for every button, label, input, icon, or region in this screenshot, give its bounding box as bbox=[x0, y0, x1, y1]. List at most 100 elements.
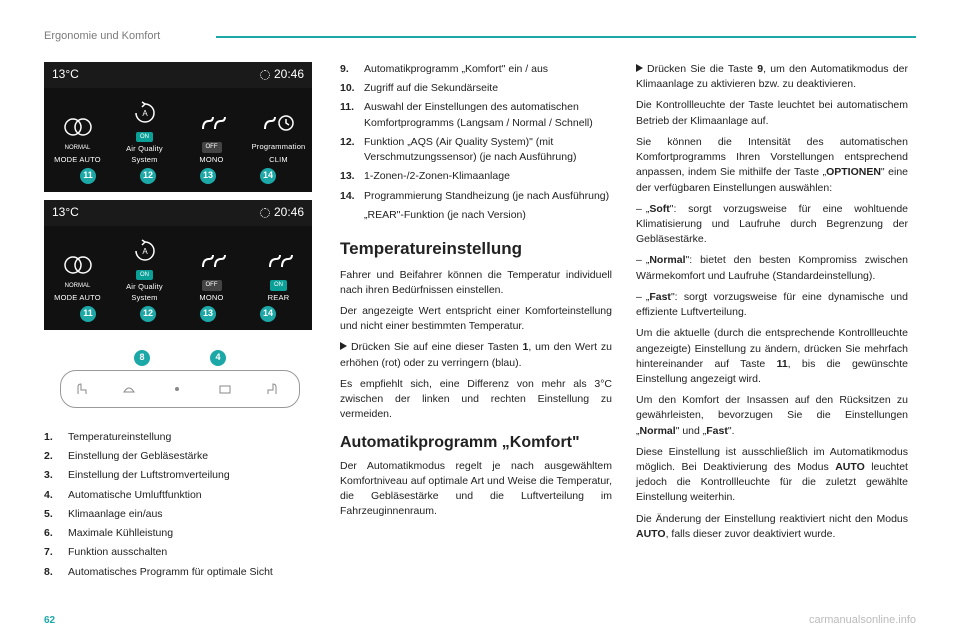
touchscreen-panel-2: 13°C 20:46 NORMAL MODE AUTO A ON Air Qua… bbox=[44, 200, 312, 330]
column-1: 13°C 20:46 NORMAL MODE AUTO A ON Air Qua… bbox=[44, 62, 316, 584]
air-quality: A ON Air Quality System bbox=[115, 96, 175, 166]
seat-right-icon bbox=[265, 382, 285, 396]
legend-1: Temperatureinstellung bbox=[68, 430, 171, 445]
header-rule bbox=[216, 36, 916, 38]
mode-auto: NORMAL MODE AUTO bbox=[48, 248, 108, 304]
clock-icon bbox=[263, 111, 295, 135]
legend-12: Funktion „AQS (Air Quality System)" (mit… bbox=[364, 135, 612, 165]
aqs-label: Air Quality System bbox=[115, 282, 175, 304]
gear-icon bbox=[260, 70, 270, 80]
temp-p2: Der angezeigte Wert entspricht einer Kom… bbox=[340, 304, 612, 334]
normal-sub: NORMAL bbox=[48, 144, 108, 153]
clock-readout: 20:46 bbox=[260, 66, 304, 83]
air-quality: A ON Air Quality System bbox=[115, 234, 175, 304]
triangle-icon bbox=[636, 64, 643, 72]
prog-label-1: Programmation bbox=[249, 142, 309, 153]
mode-row: NORMAL MODE AUTO A ON Air Quality System… bbox=[44, 226, 312, 304]
c3-b3: –„Fast": sorgt vorzugsweise für eine dyn… bbox=[636, 290, 908, 320]
column-2: 9.Automatikprogramm „Komfort" ein / aus … bbox=[340, 62, 612, 584]
callout-4: 4 bbox=[210, 350, 226, 366]
mono-label: MONO bbox=[182, 155, 242, 166]
c3-p2: Die Kontrollleuchte der Taste leuchtet b… bbox=[636, 98, 908, 128]
rear-icon bbox=[264, 251, 294, 271]
callout-14: 14 bbox=[260, 168, 276, 184]
section-temp-title: Temperatureinstellung bbox=[340, 237, 612, 262]
mode-auto-label: MODE AUTO bbox=[48, 155, 108, 166]
mono: OFF MONO bbox=[182, 106, 242, 166]
comfort-p1: Der Automatikmodus regelt je nach ausgew… bbox=[340, 459, 612, 520]
triangle-icon bbox=[340, 342, 347, 350]
normal-sub: NORMAL bbox=[48, 282, 108, 291]
control-strip-figure: 8 4 bbox=[44, 350, 316, 416]
manual-page: Ergonomie und Komfort 13°C 20:46 NORMAL … bbox=[0, 0, 960, 640]
mono-label: MONO bbox=[182, 293, 242, 304]
legend-3: Einstellung der Luftstromverteilung bbox=[68, 468, 230, 483]
legend-7: Funktion ausschalten bbox=[68, 545, 167, 560]
c3-p3: Sie können die Intensität des automatisc… bbox=[636, 135, 908, 196]
callout-row-1: 11 12 13 14 bbox=[44, 166, 312, 186]
on-badge: ON bbox=[136, 270, 153, 281]
legend-list-2: 9.Automatikprogramm „Komfort" ein / aus … bbox=[340, 62, 612, 223]
panel-status-bar: 13°C 20:46 bbox=[44, 62, 312, 88]
callout-13: 13 bbox=[200, 306, 216, 322]
seat-icon bbox=[75, 382, 95, 396]
normal-icon bbox=[63, 114, 93, 140]
clock-readout: 20:46 bbox=[260, 204, 304, 221]
prog-label-2: CLIM bbox=[249, 155, 309, 166]
control-strip bbox=[60, 370, 300, 408]
c3-p4: Um die aktuelle (durch die entsprechende… bbox=[636, 326, 908, 387]
watermark: carmanualsonline.info bbox=[809, 614, 916, 626]
rear-defrost-icon bbox=[218, 382, 238, 396]
mode-auto-label: MODE AUTO bbox=[48, 293, 108, 304]
rear: ON REAR bbox=[249, 244, 309, 304]
legend-2: Einstellung der Gebläsestärke bbox=[68, 449, 208, 464]
sensor-icon bbox=[170, 382, 190, 396]
off-badge: OFF bbox=[202, 142, 222, 153]
c3-p5: Um den Komfort der Insassen auf den Rück… bbox=[636, 393, 908, 439]
svg-text:A: A bbox=[142, 247, 148, 256]
mono-icon bbox=[197, 113, 227, 133]
legend-8: Automatisches Programm für optimale Sich… bbox=[68, 565, 273, 580]
defrost-icon bbox=[122, 382, 142, 396]
legend-11: Auswahl der Einstellungen des automatisc… bbox=[364, 100, 612, 130]
legend-14: Programmierung Standheizung (je nach Aus… bbox=[364, 189, 609, 204]
temp-p1: Fahrer und Beifahrer können die Temperat… bbox=[340, 268, 612, 298]
svg-text:A: A bbox=[142, 109, 148, 118]
callout-13: 13 bbox=[200, 168, 216, 184]
panel-status-bar: 13°C 20:46 bbox=[44, 200, 312, 226]
temp-readout: 13°C bbox=[52, 204, 79, 221]
off-badge: OFF bbox=[202, 280, 222, 291]
c3-p1: Drücken Sie die Taste 9, um den Automati… bbox=[636, 62, 908, 92]
temp-p4: Es empfiehlt sich, eine Differenz von me… bbox=[340, 377, 612, 423]
column-3: Drücken Sie die Taste 9, um den Automati… bbox=[636, 62, 908, 584]
rear-label: REAR bbox=[249, 293, 309, 304]
mono-icon bbox=[197, 251, 227, 271]
legend-10: Zugriff auf die Sekundärseite bbox=[364, 81, 498, 96]
callout-14: 14 bbox=[260, 306, 276, 322]
section-comfort-title: Automatikprogramm „Komfort" bbox=[340, 433, 612, 453]
normal-icon bbox=[63, 252, 93, 278]
mode-auto: NORMAL MODE AUTO bbox=[48, 110, 108, 166]
touchscreen-panel-1: 13°C 20:46 NORMAL MODE AUTO A ON Air Qua… bbox=[44, 62, 312, 192]
c3-b1: –„Soft": sorgt vorzugsweise für eine woh… bbox=[636, 202, 908, 248]
recycle-icon: A bbox=[132, 100, 158, 126]
callout-8: 8 bbox=[134, 350, 150, 366]
mono: OFF MONO bbox=[182, 244, 242, 304]
legend-5: Klimaanlage ein/aus bbox=[68, 507, 163, 522]
column-layout: 13°C 20:46 NORMAL MODE AUTO A ON Air Qua… bbox=[44, 62, 916, 584]
programmation: Programmation CLIM bbox=[249, 106, 309, 166]
page-number: 62 bbox=[44, 615, 55, 626]
legend-6: Maximale Kühlleistung bbox=[68, 526, 173, 541]
c3-p6: Diese Einstellung ist ausschließlich im … bbox=[636, 445, 908, 506]
c3-p7: Die Änderung der Einstellung reaktiviert… bbox=[636, 512, 908, 542]
legend-4: Automatische Umluftfunktion bbox=[68, 488, 202, 503]
temp-p3: Drücken Sie auf eine dieser Tasten 1, um… bbox=[340, 340, 612, 370]
legend-13: 1-Zonen-/2-Zonen-Klimaanlage bbox=[364, 169, 510, 184]
callout-row-2: 11 12 13 14 bbox=[44, 304, 312, 324]
c3-b2: –„Normal": bietet den besten Kompromiss … bbox=[636, 253, 908, 283]
callout-11: 11 bbox=[80, 306, 96, 322]
on-badge: ON bbox=[136, 132, 153, 143]
gear-icon bbox=[260, 208, 270, 218]
callout-12: 12 bbox=[140, 168, 156, 184]
callout-12: 12 bbox=[140, 306, 156, 322]
